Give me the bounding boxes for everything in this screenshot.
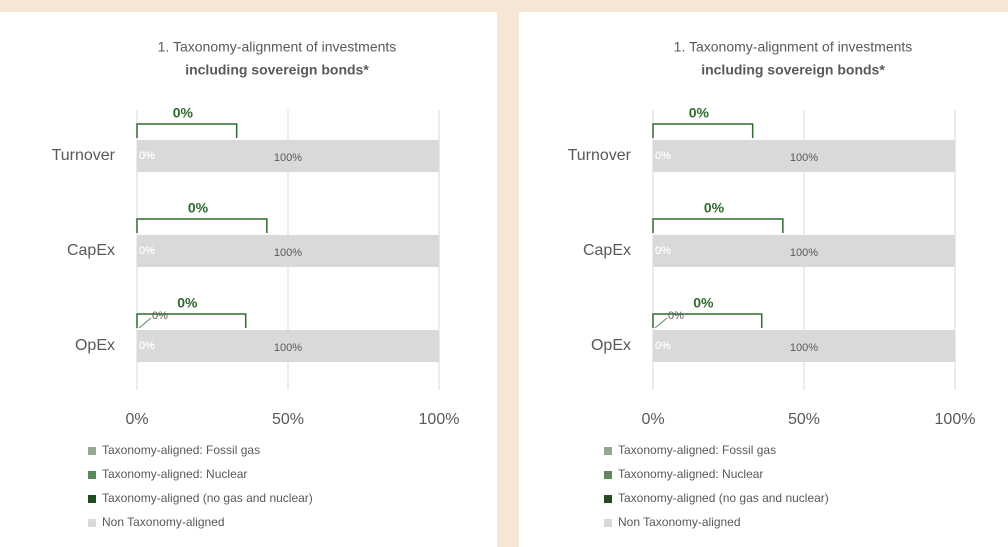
value-label: 0%: [655, 150, 671, 162]
bar-segment: [137, 140, 439, 172]
legend-label: Taxonomy-aligned: Nuclear: [618, 467, 763, 481]
bracket-label: 0%: [693, 295, 714, 311]
x-tick-label: 50%: [788, 411, 820, 428]
value-label: 0%: [655, 340, 671, 352]
bar-segment: [137, 330, 439, 362]
value-label: 0%: [655, 245, 671, 257]
bracket-label: 0%: [689, 105, 710, 121]
legend-swatch: [88, 519, 96, 527]
callout-line: [654, 317, 668, 329]
value-label: 100%: [790, 152, 818, 164]
value-label: 0%: [139, 150, 155, 162]
legend-swatch: [604, 471, 612, 479]
value-label: 0%: [139, 340, 155, 352]
value-label: 0%: [139, 340, 155, 352]
bracket: [652, 218, 784, 233]
legend-label: Taxonomy-aligned: Fossil gas: [618, 443, 776, 457]
value-label: 0%: [655, 245, 671, 257]
bar-segment: [653, 330, 955, 362]
bracket: [136, 123, 238, 138]
x-tick-label: 100%: [935, 411, 976, 428]
category-label: Turnover: [568, 147, 632, 164]
bracket: [652, 313, 763, 328]
chart-subtitle: including sovereign bonds*: [185, 62, 369, 78]
bracket-label: 0%: [177, 295, 198, 311]
callout-label: 0%: [152, 310, 168, 322]
bracket: [652, 123, 754, 138]
legend-label: Taxonomy-aligned (no gas and nuclear): [618, 491, 829, 505]
legend-swatch: [604, 519, 612, 527]
x-tick-label: 0%: [641, 411, 664, 428]
category-label: OpEx: [75, 337, 115, 354]
value-label: 100%: [274, 152, 302, 164]
value-label: 0%: [655, 150, 671, 162]
chart-title: 1. Taxonomy-alignment of investments: [674, 39, 913, 55]
value-label: 0%: [655, 245, 671, 257]
category-label: CapEx: [67, 242, 115, 259]
callout-label: 0%: [668, 310, 684, 322]
legend-swatch: [88, 495, 96, 503]
x-tick-label: 0%: [125, 411, 148, 428]
value-label: 0%: [139, 245, 155, 257]
value-label: 0%: [655, 340, 671, 352]
value-label: 0%: [139, 150, 155, 162]
legend-label: Taxonomy-aligned (no gas and nuclear): [102, 491, 313, 505]
bar-segment: [137, 235, 439, 267]
legend-swatch: [604, 447, 612, 455]
callout-line: [138, 317, 152, 329]
bracket-label: 0%: [173, 105, 194, 121]
legend-swatch: [88, 447, 96, 455]
bracket-label: 0%: [704, 200, 725, 216]
x-tick-label: 50%: [272, 411, 304, 428]
x-tick-label: 100%: [419, 411, 460, 428]
legend-label: Taxonomy-aligned: Nuclear: [102, 467, 247, 481]
bracket-label: 0%: [188, 200, 209, 216]
category-label: OpEx: [591, 337, 631, 354]
value-label: 100%: [790, 247, 818, 259]
chart-subtitle: including sovereign bonds*: [701, 62, 885, 78]
legend-label: Taxonomy-aligned: Fossil gas: [102, 443, 260, 457]
legend-label: Non Taxonomy-aligned: [102, 515, 225, 529]
bar-segment: [653, 235, 955, 267]
divider: [497, 0, 519, 547]
value-label: 0%: [655, 340, 671, 352]
bar-segment: [653, 140, 955, 172]
chart-title: 1. Taxonomy-alignment of investments: [158, 39, 397, 55]
category-label: CapEx: [583, 242, 631, 259]
value-label: 100%: [790, 342, 818, 354]
value-label: 0%: [139, 150, 155, 162]
category-label: Turnover: [52, 147, 116, 164]
value-label: 0%: [655, 150, 671, 162]
value-label: 0%: [139, 245, 155, 257]
value-label: 100%: [274, 342, 302, 354]
legend-swatch: [604, 495, 612, 503]
bracket: [136, 313, 247, 328]
value-label: 100%: [274, 247, 302, 259]
legend-label: Non Taxonomy-aligned: [618, 515, 741, 529]
legend-swatch: [88, 471, 96, 479]
value-label: 0%: [139, 340, 155, 352]
bracket: [136, 218, 268, 233]
value-label: 0%: [139, 245, 155, 257]
